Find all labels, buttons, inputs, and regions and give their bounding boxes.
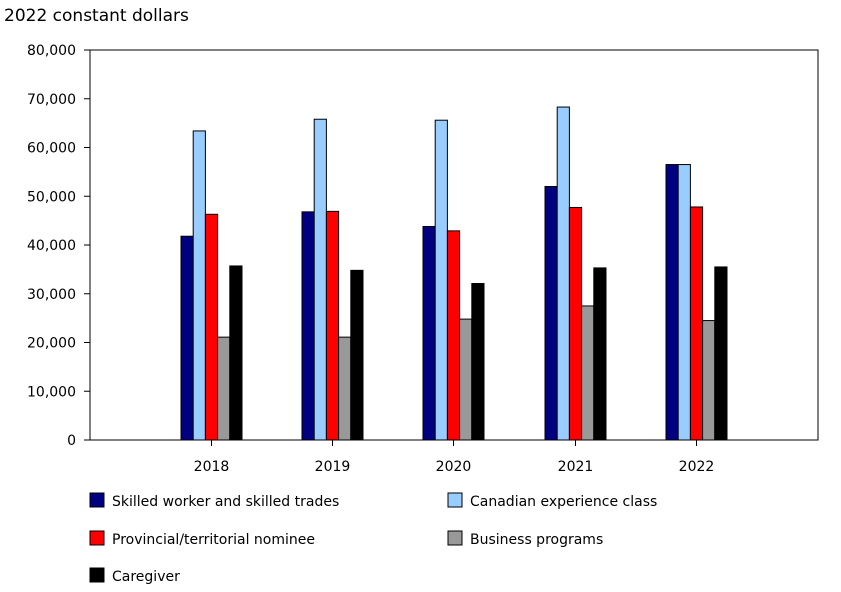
- bar: [192, 130, 206, 441]
- y-tick-label: 30,000: [27, 287, 76, 303]
- bar: [434, 119, 448, 441]
- bar: [204, 213, 219, 441]
- legend-label: Business programs: [470, 532, 603, 548]
- bar: [568, 206, 583, 441]
- legend-swatch: [89, 492, 105, 508]
- bar: [301, 211, 315, 441]
- bar: [338, 336, 352, 441]
- y-tick-label: 50,000: [27, 189, 76, 205]
- x-axis: 2018 2019 2020 2021 2022: [194, 440, 715, 475]
- bar: [556, 106, 570, 441]
- bar: [446, 230, 461, 441]
- x-tick-label: 2019: [315, 459, 351, 475]
- bar: [544, 186, 558, 441]
- x-tick-label: 2018: [194, 459, 230, 475]
- legend-swatch: [447, 530, 463, 546]
- bar: [471, 283, 485, 441]
- bar: [422, 225, 436, 441]
- bars: [180, 106, 728, 441]
- y-axis: 0 10,000 20,000 30,000 40,000 50,000 60,000 70,…: [27, 43, 90, 449]
- bar: [217, 336, 231, 441]
- y-tick-label: 0: [67, 433, 76, 449]
- x-tick-label: 2021: [558, 459, 594, 475]
- bar: [702, 320, 716, 441]
- legend-label: Canadian experience class: [470, 494, 657, 510]
- legend-swatch: [89, 567, 105, 583]
- bar: [665, 164, 679, 441]
- bar: [714, 266, 728, 441]
- y-tick-label: 10,000: [27, 384, 76, 400]
- y-tick-label: 70,000: [27, 92, 76, 108]
- y-tick-label: 60,000: [27, 141, 76, 157]
- bar: [459, 318, 473, 441]
- bar: [350, 269, 364, 441]
- x-tick-label: 2020: [436, 459, 472, 475]
- bar: [593, 267, 607, 441]
- plot-area-border: [89, 49, 819, 441]
- bar: [325, 210, 340, 441]
- bar: [677, 164, 691, 441]
- y-tick-label: 20,000: [27, 336, 76, 352]
- y-tick-label: 40,000: [27, 238, 76, 254]
- legend: Skilled worker and skilled trades Canadia…: [89, 492, 657, 585]
- legend-swatch: [89, 530, 105, 546]
- y-tick-label: 80,000: [27, 43, 76, 59]
- bar: [229, 265, 243, 441]
- legend-label: Provincial/territorial nominee: [112, 532, 315, 548]
- legend-label: Caregiver: [112, 569, 180, 585]
- legend-swatch: [447, 492, 463, 508]
- bar: [581, 305, 595, 441]
- bar: [689, 206, 704, 441]
- bar: [313, 118, 327, 441]
- chart-title: 2022 constant dollars: [4, 6, 189, 26]
- bar: [180, 235, 194, 441]
- x-tick-label: 2022: [679, 459, 715, 475]
- legend-label: Skilled worker and skilled trades: [112, 494, 339, 510]
